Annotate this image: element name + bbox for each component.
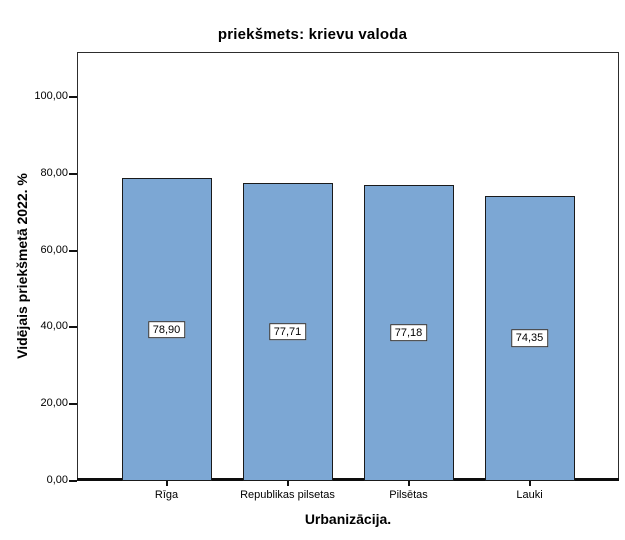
x-axis-tick bbox=[286, 481, 289, 486]
y-axis-tick bbox=[69, 326, 77, 329]
category-label: Pilsētas bbox=[389, 489, 428, 501]
x-axis-tick bbox=[407, 481, 410, 486]
bar: 77,71 bbox=[242, 182, 333, 481]
y-tick-label: 40,00 bbox=[40, 320, 68, 333]
chart-title: priekšmets: krievu valoda bbox=[217, 26, 408, 43]
x-axis-title: Urbanizācija. bbox=[304, 511, 392, 527]
y-tick-label: 60,00 bbox=[40, 243, 68, 256]
bar-value-label: 74,35 bbox=[510, 329, 549, 348]
y-tick-label: 20,00 bbox=[40, 397, 68, 410]
y-axis-tick bbox=[69, 403, 77, 406]
category-label: Republikas pilsetas bbox=[240, 489, 335, 501]
y-axis-tick bbox=[69, 172, 77, 175]
y-axis-tick bbox=[69, 96, 77, 98]
bar: 74,35 bbox=[484, 195, 575, 481]
y-axis-tick bbox=[69, 480, 77, 482]
bar-value-label: 77,18 bbox=[389, 323, 428, 342]
category-label: Rīga bbox=[154, 489, 179, 501]
x-axis-tick bbox=[528, 481, 531, 486]
y-axis-tick bbox=[69, 249, 77, 252]
x-axis-line bbox=[77, 478, 619, 481]
bar: 77,18 bbox=[363, 184, 454, 481]
category-label: Lauki bbox=[516, 489, 543, 501]
x-axis-tick bbox=[165, 481, 168, 486]
plot-area: 78,90 77,71 77,18 74,35 bbox=[69, 52, 619, 482]
bar-value-label: 77,71 bbox=[268, 322, 307, 341]
bar-value-label: 78,90 bbox=[147, 320, 186, 339]
y-tick-label: 100,00 bbox=[34, 90, 68, 102]
y-tick-label: 80,00 bbox=[40, 166, 68, 179]
y-tick-label: 0,00 bbox=[46, 474, 68, 486]
bar: 78,90 bbox=[121, 178, 212, 481]
